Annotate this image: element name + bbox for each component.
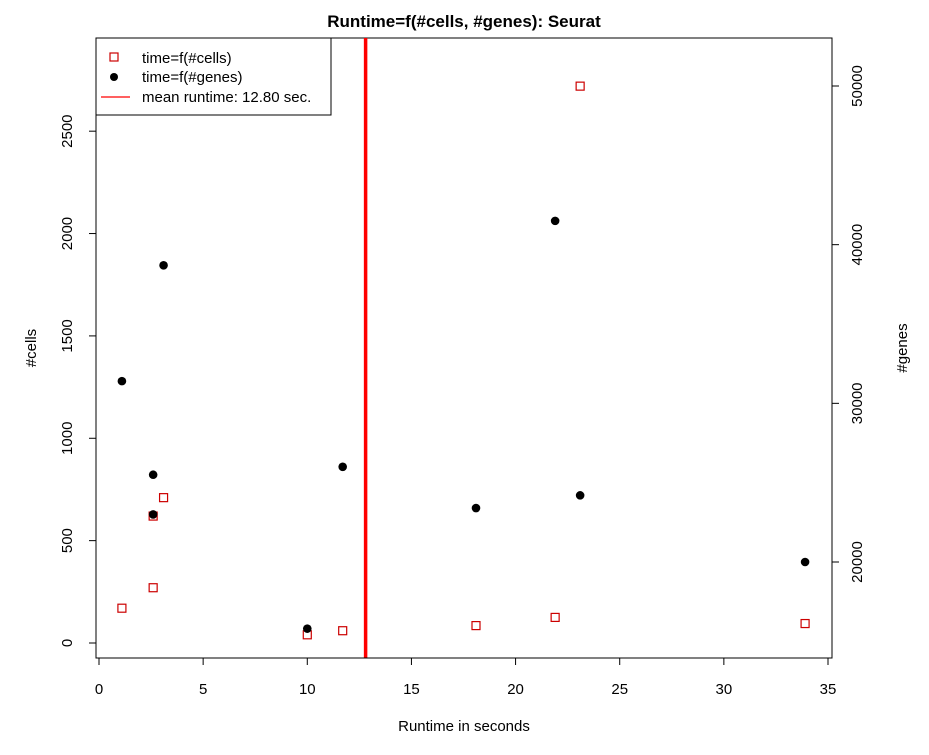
cells-point <box>471 620 481 631</box>
x-tick-label: 25 <box>611 681 628 698</box>
genes-point <box>148 470 158 480</box>
x-tick-label: 5 <box>199 681 207 698</box>
series-layer <box>117 81 810 640</box>
x-axis-label: Runtime in seconds <box>398 718 530 735</box>
y-right-tick-label: 20000 <box>849 541 866 583</box>
genes-point <box>575 491 585 500</box>
y-left-tick-label: 1500 <box>59 319 76 352</box>
legend: time=f(#cells) time=f(#genes) mean runti… <box>95 37 332 116</box>
y-right-tick-label: 50000 <box>849 65 866 107</box>
legend-circle-marker <box>110 73 118 81</box>
x-tick-label: 20 <box>507 681 524 698</box>
y-left-tick-label: 2500 <box>59 114 76 147</box>
legend-square-marker <box>109 52 119 62</box>
cells-point <box>575 81 585 91</box>
genes-point <box>800 557 810 567</box>
cells-point <box>117 603 127 613</box>
x-tick-label: 0 <box>95 681 103 698</box>
y-right-tick-label: 30000 <box>849 382 866 424</box>
legend-label-cells: time=f(#cells) <box>142 50 232 67</box>
cells-point <box>148 583 158 593</box>
chart-title: Runtime=f(#cells, #genes): Seurat <box>327 12 601 31</box>
y-left-tick-label: 500 <box>59 528 76 553</box>
y-left-tick-label: 1000 <box>59 422 76 455</box>
genes-point <box>471 503 481 513</box>
legend-box <box>95 37 332 116</box>
cells-point <box>338 626 348 636</box>
x-tick-label: 10 <box>299 681 316 698</box>
y-axis-right: 20000 30000 40000 50000 <box>831 65 866 583</box>
y-left-tick-label: 0 <box>59 639 76 647</box>
y-left-tick-label: 2000 <box>59 217 76 250</box>
y-right-tick-label: 40000 <box>849 224 866 266</box>
genes-point <box>338 462 347 472</box>
cells-point <box>800 618 810 629</box>
plot-frame <box>95 37 833 659</box>
x-tick-label: 35 <box>820 681 837 698</box>
genes-point <box>148 510 158 519</box>
cells-point <box>158 493 169 503</box>
y-axis-left: 0 500 1000 1500 2000 2500 <box>59 114 97 647</box>
y-axis-right-label: #genes <box>894 323 911 372</box>
genes-point <box>159 260 168 270</box>
x-tick-label: 30 <box>716 681 733 698</box>
genes-point <box>550 216 560 226</box>
y-axis-left-label: #cells <box>23 329 40 367</box>
x-tick-label: 15 <box>403 681 420 698</box>
genes-point <box>117 376 127 386</box>
legend-label-mean: mean runtime: 12.80 sec. <box>142 89 311 106</box>
x-axis: 0 5 10 15 20 25 30 35 <box>95 657 837 698</box>
genes-point <box>302 624 312 633</box>
legend-label-genes: time=f(#genes) <box>142 69 242 86</box>
cells-point <box>550 612 560 623</box>
